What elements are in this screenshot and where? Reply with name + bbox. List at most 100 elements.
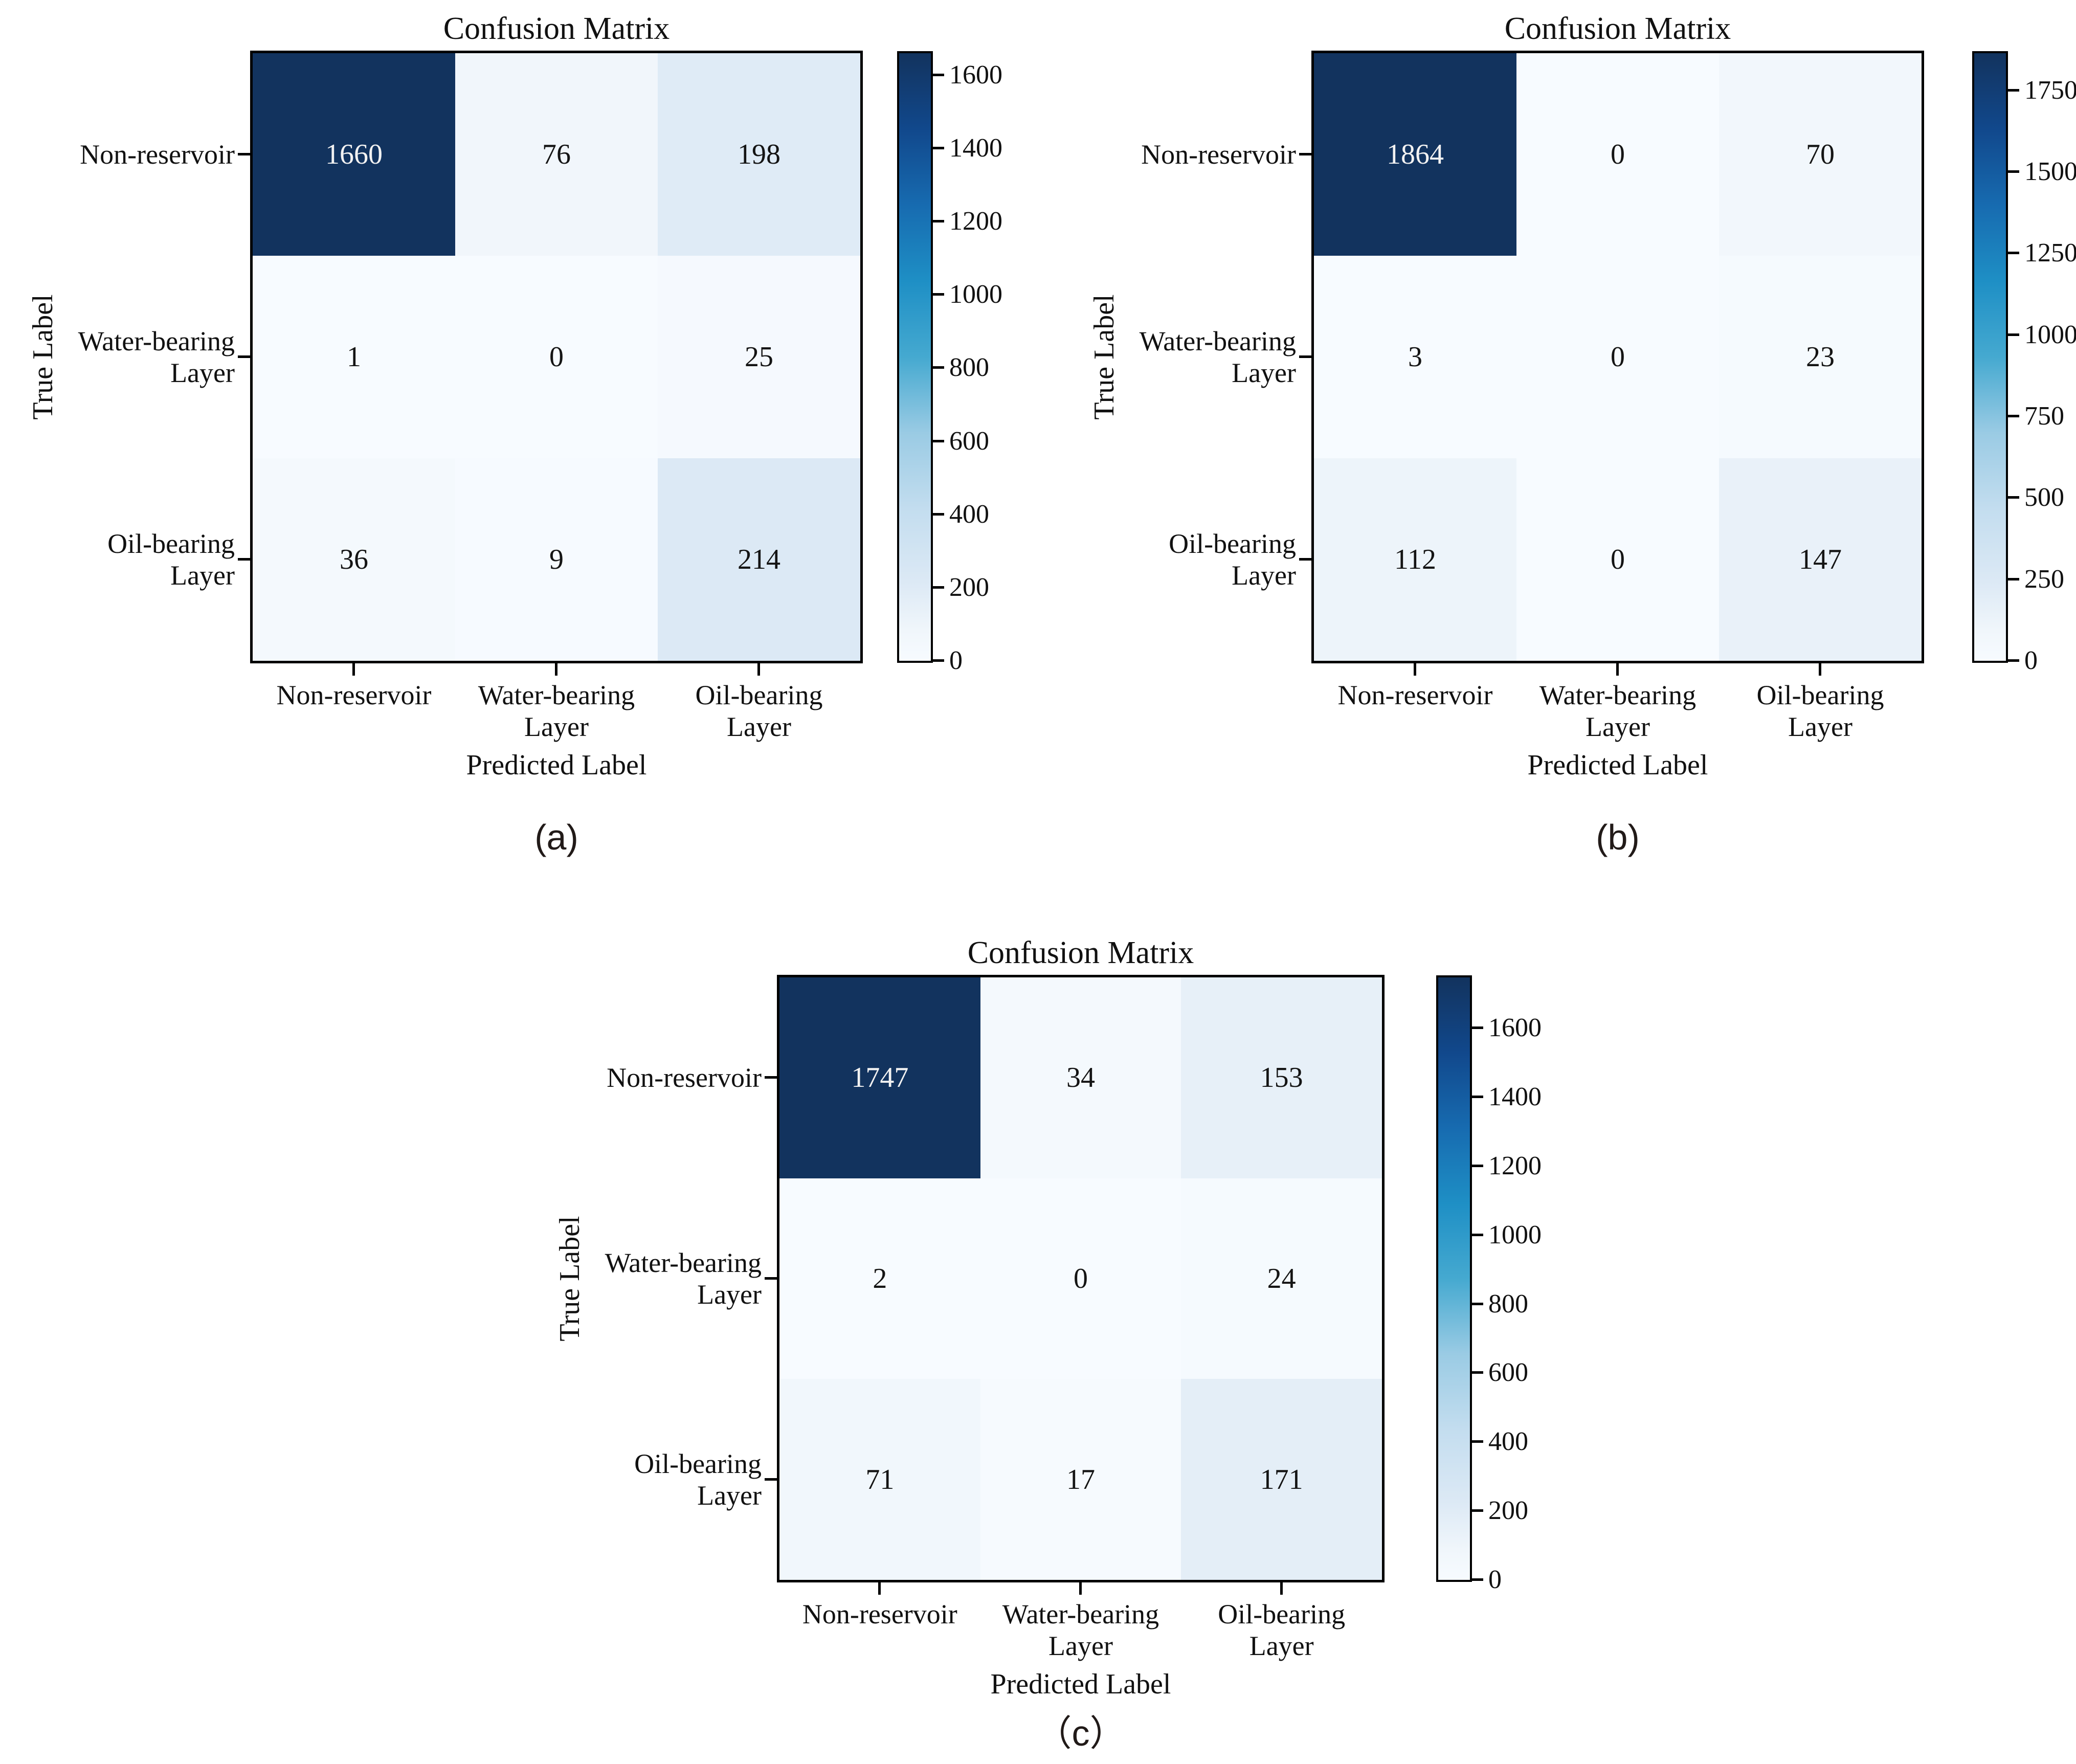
colorbar-tick-label-6: 1200: [949, 207, 1002, 236]
x-tick-mark: [555, 663, 557, 676]
colorbar-tick-label-2: 500: [2024, 483, 2064, 512]
y-tick-label-2: Oil-bearing Layer: [1169, 528, 1296, 591]
colorbar-tick-mark: [1472, 1509, 1483, 1512]
cell-r0c0: 1747: [779, 977, 980, 1178]
plot-title: Confusion Matrix: [967, 935, 1194, 970]
colorbar-tick-mark: [1472, 1440, 1483, 1443]
colorbar-tick-label-5: 1000: [949, 280, 1002, 309]
x-tick-label-1: Water-bearing Layer: [1539, 680, 1696, 742]
cell-r1c2: 23: [1719, 256, 1922, 458]
heatmap-grid: 1864 0 70 3 0 23 112 0 147: [1314, 53, 1922, 661]
colorbar: [1972, 51, 2008, 663]
y-tick-mark: [1299, 153, 1311, 155]
x-tick-mark: [1280, 1582, 1283, 1595]
colorbar-tick-mark: [2008, 496, 2019, 499]
x-tick-label-2: Oil-bearing Layer: [695, 680, 823, 742]
colorbar-tick-mark: [933, 220, 944, 223]
cell-r2c1: 17: [980, 1379, 1181, 1580]
colorbar-tick-label-2: 400: [949, 499, 989, 529]
plot-title: Confusion Matrix: [443, 11, 670, 46]
cell-r2c0: 112: [1314, 458, 1516, 661]
cell-r2c2: 171: [1181, 1379, 1382, 1580]
colorbar-tick-label-6: 1500: [2024, 157, 2076, 186]
cell-r1c1: 0: [455, 256, 658, 458]
colorbar-tick-label-5: 1000: [1488, 1220, 1542, 1249]
colorbar-tick-mark: [2008, 170, 2019, 173]
colorbar-tick-label-7: 1750: [2024, 75, 2076, 105]
colorbar: [897, 51, 933, 663]
colorbar-tick-label-7: 1400: [949, 133, 1002, 163]
cell-r1c1: 0: [980, 1178, 1181, 1379]
y-tick-label-2: Oil-bearing Layer: [634, 1448, 762, 1511]
x-axis-title: Predicted Label: [990, 1668, 1171, 1700]
colorbar-tick-mark: [933, 586, 944, 589]
x-tick-mark: [1414, 663, 1416, 676]
colorbar-tick-mark: [2008, 659, 2019, 662]
y-tick-label-2: Oil-bearing Layer: [107, 528, 235, 591]
colorbar-tick-label-4: 800: [949, 353, 989, 383]
x-tick-label-0: Non-reservoir: [276, 680, 432, 710]
colorbar-tick-label-8: 1600: [949, 60, 1002, 90]
x-tick-label-1: Water-bearing Layer: [1002, 1599, 1159, 1661]
cell-r1c2: 24: [1181, 1178, 1382, 1379]
y-tick-label-0: Non-reservoir: [607, 1062, 762, 1093]
colorbar-tick-label-1: 250: [2024, 564, 2064, 594]
x-tick-mark: [1079, 1582, 1082, 1595]
colorbar-tick-mark: [933, 439, 944, 442]
y-tick-label-1: Water-bearing Layer: [78, 326, 235, 388]
x-tick-mark: [878, 1582, 881, 1595]
colorbar-tick-label-2: 400: [1488, 1427, 1528, 1457]
colorbar-tick-mark: [2008, 577, 2019, 580]
x-tick-mark: [1819, 663, 1821, 676]
colorbar-tick-label-1: 200: [949, 572, 989, 602]
y-axis-title: True Label: [554, 1216, 586, 1342]
colorbar-tick-mark: [933, 366, 944, 369]
colorbar-tick-label-3: 750: [2024, 401, 2064, 431]
cell-r2c1: 9: [455, 458, 658, 661]
x-tick-label-2: Oil-bearing Layer: [1218, 1599, 1346, 1661]
colorbar-tick-mark: [2008, 252, 2019, 255]
cell-r2c2: 147: [1719, 458, 1922, 661]
colorbar-tick-label-8: 1600: [1488, 1013, 1542, 1043]
colorbar-tick-mark: [933, 293, 944, 296]
y-tick-mark: [765, 1277, 777, 1280]
colorbar-tick-mark: [933, 512, 944, 516]
y-tick-label-0: Non-reservoir: [1141, 139, 1296, 170]
colorbar-tick-label-5: 1250: [2024, 238, 2076, 268]
colorbar-tick-mark: [1472, 1578, 1483, 1581]
cell-r0c1: 76: [455, 53, 658, 256]
colorbar-tick-mark: [1472, 1095, 1483, 1098]
cell-r0c0: 1864: [1314, 53, 1516, 256]
y-tick-mark: [765, 1478, 777, 1481]
x-axis-title: Predicted Label: [1527, 749, 1708, 781]
colorbar-tick-label-0: 0: [2024, 646, 2038, 675]
colorbar-tick-label-3: 600: [949, 426, 989, 456]
x-tick-mark: [1616, 663, 1619, 676]
y-tick-label-1: Water-bearing Layer: [605, 1247, 762, 1310]
cell-r2c2: 214: [658, 458, 860, 661]
y-tick-label-0: Non-reservoir: [80, 139, 235, 170]
cell-r0c2: 153: [1181, 977, 1382, 1178]
heatmap-box: 1660 76 198 1 0 25 36 9 214: [250, 51, 863, 663]
y-tick-mark: [238, 355, 250, 358]
colorbar-tick-label-4: 1000: [2024, 320, 2076, 349]
x-tick-label-0: Non-reservoir: [1337, 680, 1493, 710]
colorbar-tick-mark: [933, 73, 944, 76]
colorbar-tick-mark: [1472, 1164, 1483, 1167]
plot-title: Confusion Matrix: [1504, 11, 1731, 46]
panel-caption: (a): [534, 817, 578, 857]
panel-caption: （c）: [1036, 1713, 1126, 1753]
y-tick-mark: [238, 153, 250, 155]
colorbar-tick-mark: [2008, 333, 2019, 336]
colorbar-tick-label-3: 600: [1488, 1358, 1528, 1388]
cell-r0c2: 70: [1719, 53, 1922, 256]
colorbar-tick-label-7: 1400: [1488, 1082, 1542, 1111]
colorbar-tick-label-0: 0: [1488, 1565, 1502, 1594]
cell-r2c1: 0: [1516, 458, 1719, 661]
cell-r1c0: 1: [253, 256, 455, 458]
heatmap-grid: 1660 76 198 1 0 25 36 9 214: [253, 53, 860, 661]
